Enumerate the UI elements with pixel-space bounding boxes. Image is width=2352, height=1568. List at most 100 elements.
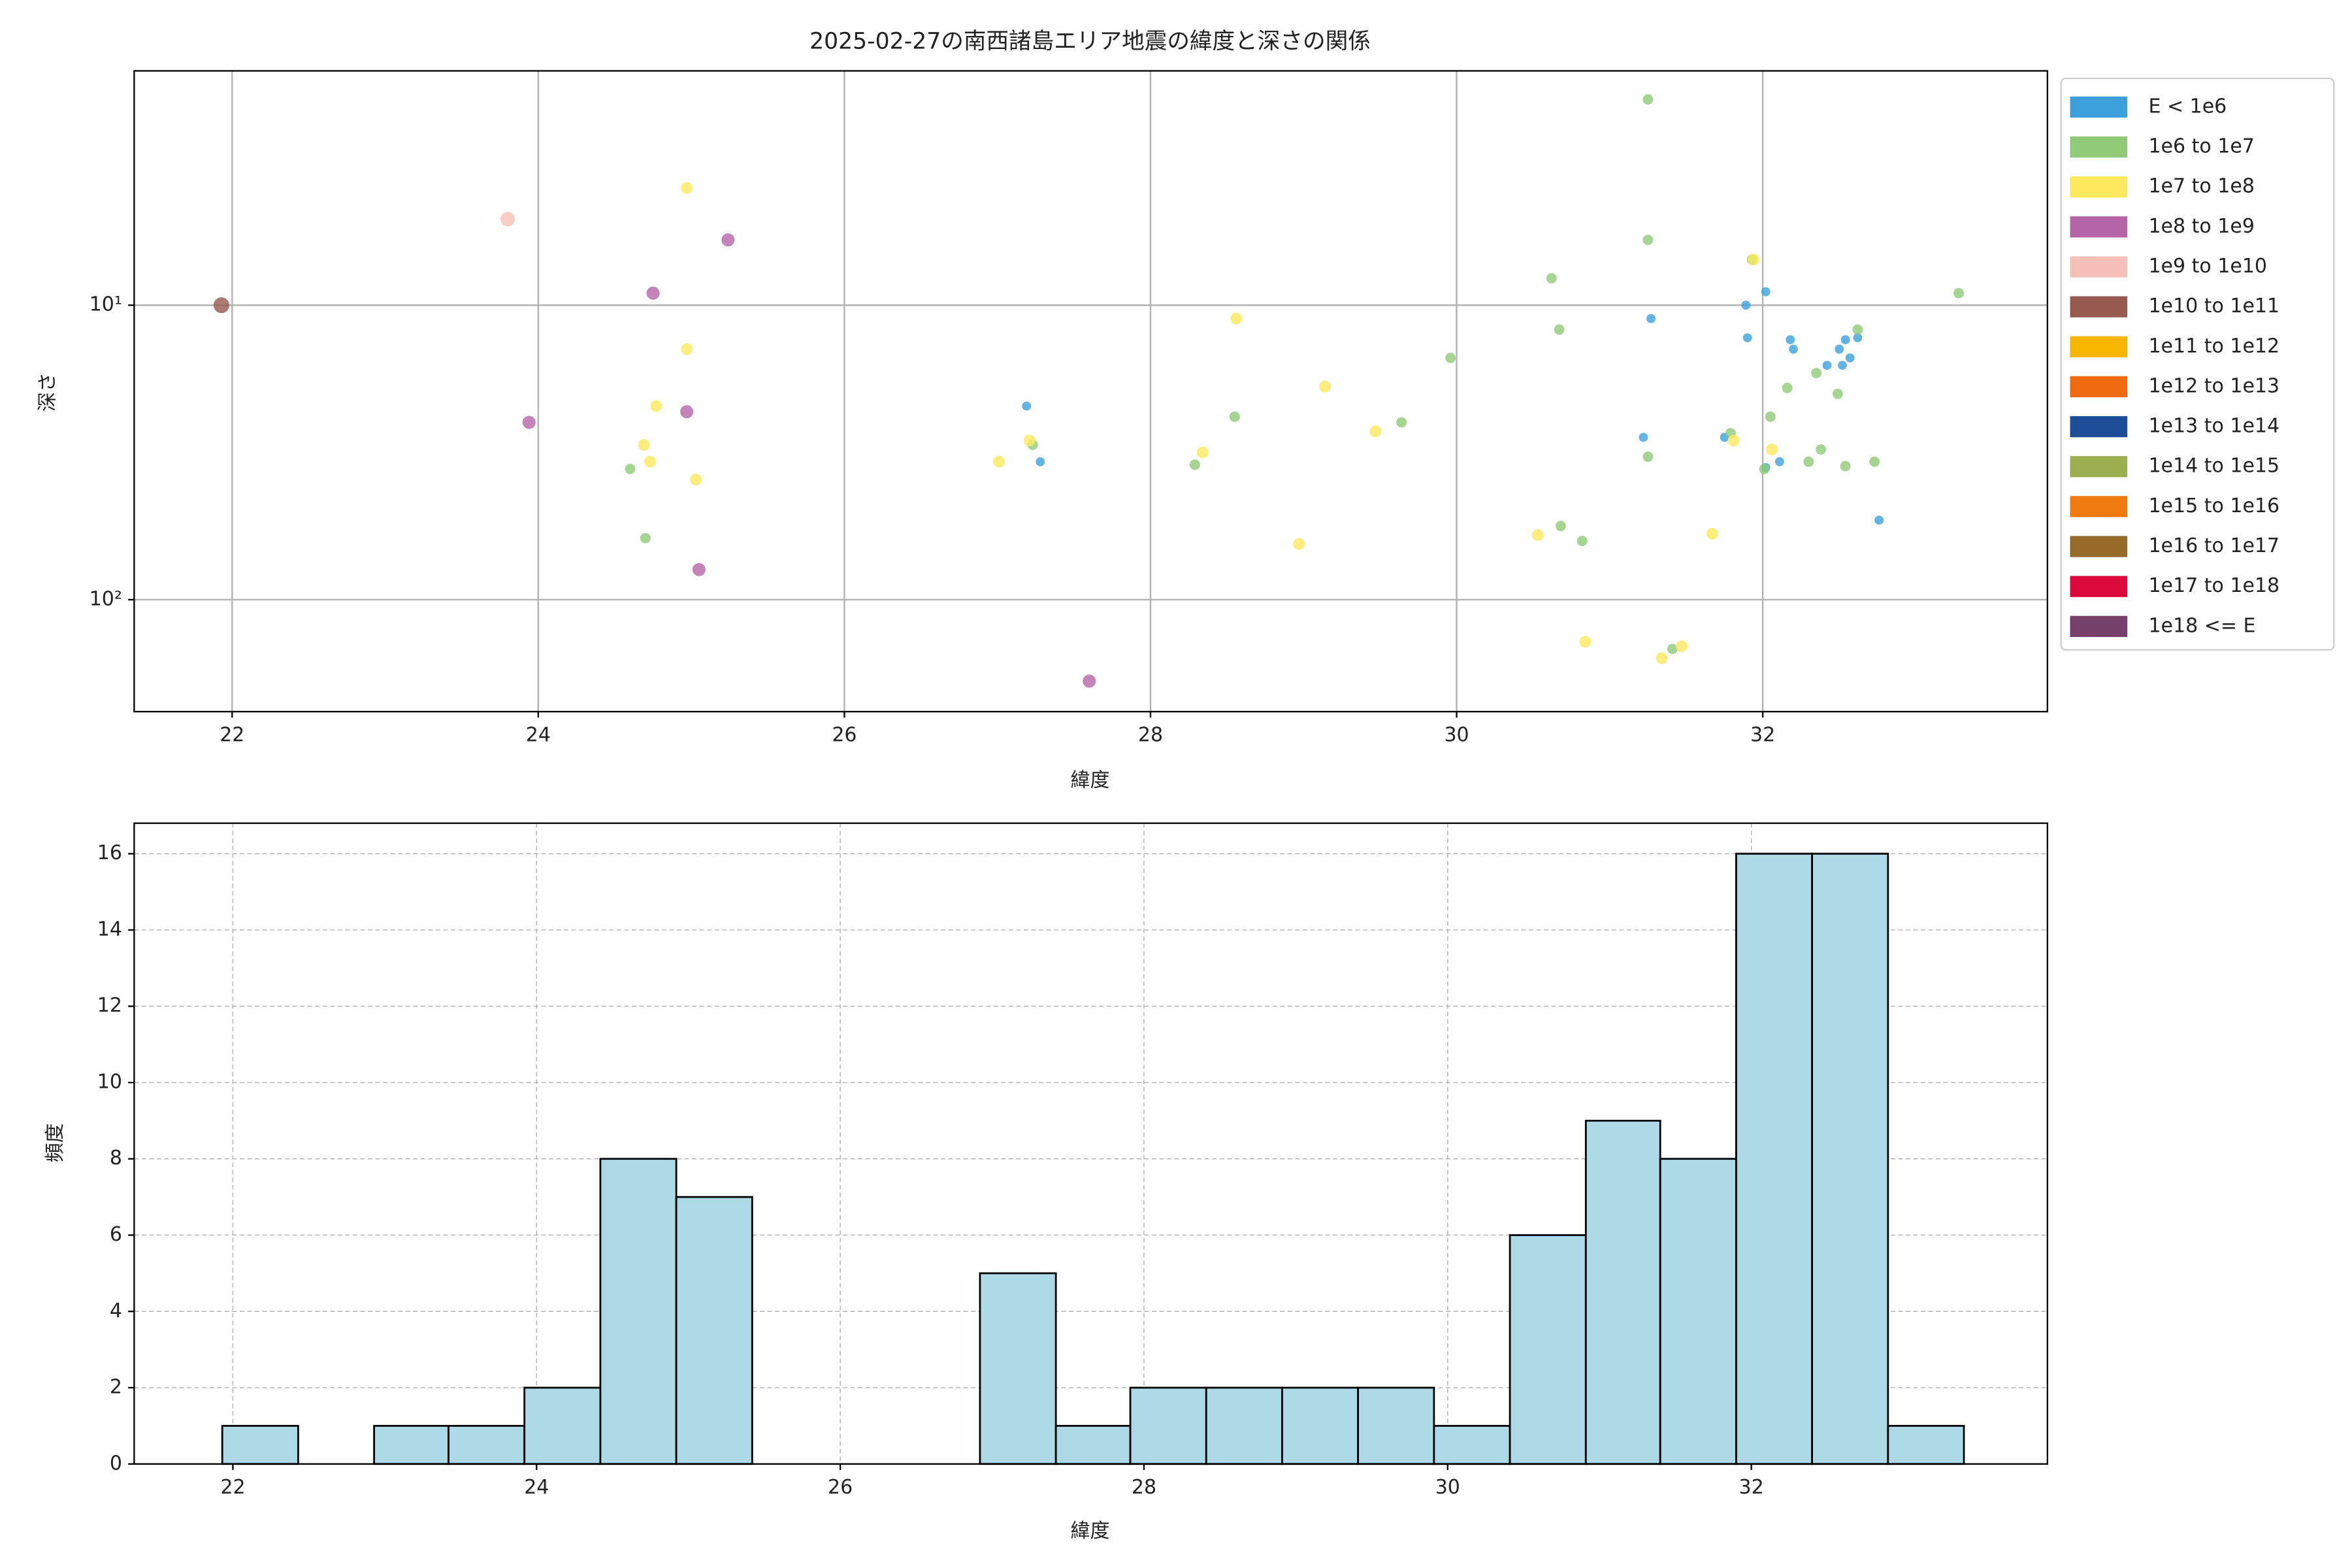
scatter-point [680, 405, 694, 419]
plot-frame [133, 822, 2048, 1465]
scatter-point [1852, 324, 1863, 335]
histogram-bar [1509, 1234, 1587, 1465]
legend-swatch [2070, 176, 2128, 198]
histogram-bar [599, 1158, 678, 1465]
legend-swatch [2070, 456, 2128, 478]
scatter-point [1646, 314, 1656, 323]
histogram-bar [373, 1425, 449, 1465]
x-tick-label: 26 [828, 1476, 853, 1499]
scatter-point [1576, 536, 1588, 547]
scatter-point [1445, 352, 1456, 363]
legend-swatch [2070, 256, 2128, 278]
scatter-point [993, 455, 1005, 468]
legend-label: 1e8 to 1e9 [2148, 215, 2254, 238]
x-axis-label: 緯度 [1070, 1520, 1109, 1543]
legend-swatch [2070, 96, 2128, 118]
legend-label: 1e10 to 1e11 [2148, 295, 2279, 318]
scatter-point [1816, 444, 1827, 455]
scatter-point [721, 233, 735, 247]
scatter-point [1642, 235, 1654, 246]
y-tick-label: 12 [97, 994, 122, 1017]
x-tick-label: 30 [1435, 1476, 1460, 1499]
chart-title: 2025-02-27の南西諸島エリア地震の緯度と深さの関係 [809, 29, 1371, 55]
scatter-point [1656, 652, 1668, 664]
legend-swatch [2070, 576, 2128, 597]
legend-label: 1e15 to 1e16 [2148, 495, 2279, 517]
x-tick-label: 32 [1750, 724, 1775, 747]
scatter-point [1230, 312, 1243, 325]
legend-label: 1e11 to 1e12 [2148, 335, 2279, 357]
y-tick-label: 10 [97, 1070, 122, 1093]
scatter-point [1845, 353, 1855, 363]
legend-label: 1e17 to 1e18 [2148, 574, 2279, 597]
y-axis-label: 深さ [36, 372, 59, 412]
scatter-point [1741, 301, 1751, 310]
legend-label: 1e16 to 1e17 [2148, 534, 2279, 557]
x-tick-label: 24 [524, 1476, 549, 1499]
scatter-point [640, 532, 651, 544]
scatter-point [690, 474, 702, 486]
legend-label: 1e7 to 1e8 [2148, 175, 2254, 198]
y-tick-label: 6 [110, 1223, 122, 1246]
legend-label: 1e18 <= E [2148, 614, 2255, 637]
histogram-bar [1735, 853, 1813, 1465]
scatter-point [1742, 333, 1752, 342]
y-axis-label: 頻度 [44, 1123, 67, 1162]
x-tick-label: 30 [1444, 724, 1469, 747]
histogram-bar [1659, 1158, 1737, 1465]
scatter-point [1835, 344, 1844, 354]
plot-frame [133, 70, 2048, 713]
scatter-point [625, 463, 636, 474]
scatter-point [1706, 527, 1718, 540]
y-tick-label: 0 [110, 1452, 122, 1475]
scatter-point [1083, 674, 1096, 688]
scatter-point [1675, 640, 1688, 653]
legend-label: 1e13 to 1e14 [2148, 415, 2279, 438]
scatter-point [1811, 368, 1822, 378]
scatter-point [1531, 529, 1544, 542]
legend-swatch [2070, 496, 2128, 517]
y-tick-label: 4 [110, 1299, 122, 1322]
scatter-point [1642, 94, 1654, 105]
scatter-point [1554, 324, 1565, 335]
y-tick-label: 16 [97, 841, 122, 864]
scatter-point [1667, 644, 1678, 655]
scatter-point [1748, 253, 1760, 266]
scatter-point [1853, 333, 1863, 342]
histogram-bar [523, 1386, 602, 1465]
scatter-point [646, 286, 660, 300]
y-tick-label: 14 [97, 918, 122, 941]
x-axis-label: 緯度 [1070, 769, 1109, 792]
x-tick-label: 32 [1739, 1476, 1764, 1499]
scatter-point [644, 455, 656, 468]
legend-swatch [2070, 336, 2128, 357]
histogram-bar [1433, 1425, 1511, 1465]
scatter-point [1369, 425, 1382, 438]
scatter-point [1229, 411, 1240, 422]
scatter-point [1555, 521, 1566, 532]
histogram-bar [1129, 1386, 1207, 1465]
scatter-point [1023, 434, 1036, 447]
histogram-bar [1054, 1425, 1132, 1465]
scatter-point [1036, 457, 1045, 466]
legend-label: 1e9 to 1e10 [2148, 255, 2267, 278]
scatter-point [1832, 388, 1843, 399]
scatter-point [213, 297, 230, 314]
x-tick-label: 28 [1138, 724, 1163, 747]
legend-label: 1e12 to 1e13 [2148, 374, 2279, 397]
legend-swatch [2070, 296, 2128, 318]
y-tick-label: 10¹ [90, 293, 122, 316]
histogram-bar [675, 1196, 753, 1465]
x-tick-label: 22 [220, 724, 244, 747]
scatter-point [1782, 382, 1793, 393]
scatter-point [1837, 361, 1847, 370]
scatter-point [1293, 538, 1305, 550]
histogram-bar [1281, 1386, 1360, 1465]
scatter-point [1840, 461, 1851, 472]
scatter-point [1874, 515, 1884, 525]
legend-swatch [2070, 536, 2128, 557]
scatter-point [1022, 401, 1032, 411]
scatter-point [1869, 456, 1880, 467]
